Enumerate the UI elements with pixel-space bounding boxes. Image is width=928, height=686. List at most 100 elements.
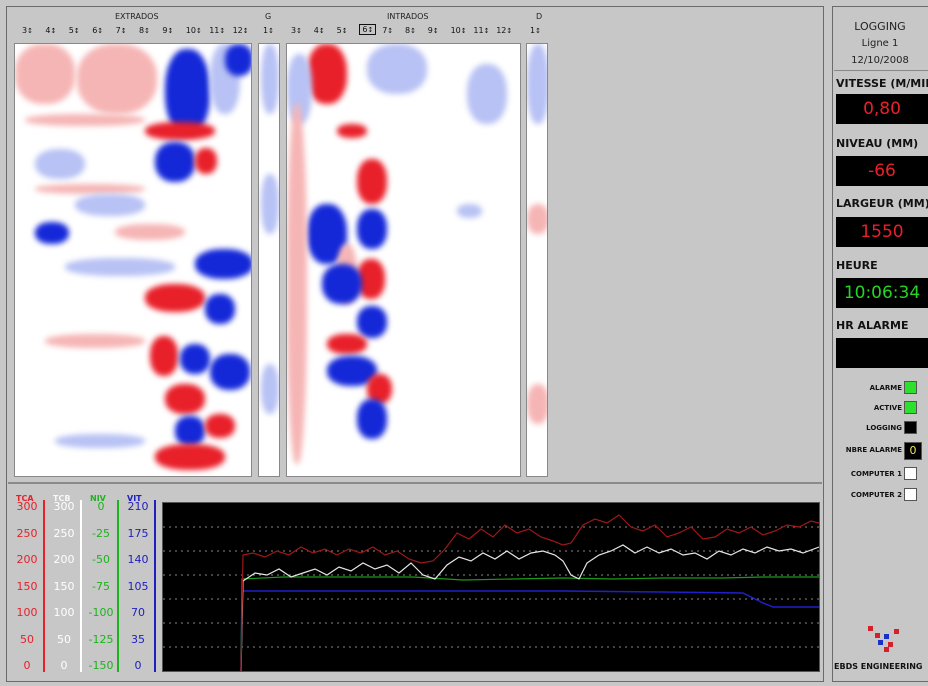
arrows-icon: ↕ [144,27,150,35]
intrados-tick-label: 4 [313,26,319,35]
extrados-tick-label: 6 [92,26,98,35]
active-label: ACTIVE [873,404,902,412]
scale-title: TCB [53,494,71,503]
scale-tick-label: 0 [60,659,68,672]
d-heatmap[interactable] [526,43,548,477]
scale-tick-label: 250 [53,526,75,540]
heat-blob [65,258,175,276]
extrados-tick[interactable]: 3↕ [22,26,33,35]
alarme-indicator [904,381,917,394]
intrados-tick[interactable]: 6↕ [359,24,377,35]
intrados-tick[interactable]: 3↕ [291,26,302,35]
arrows-icon: ↕ [242,27,249,35]
scale-tick-label: 100 [53,606,75,619]
panel-line: Ligne 1 [861,38,899,49]
extrados-tick[interactable]: 7↕ [116,26,127,35]
intrados-tick[interactable]: 7↕ [382,26,393,35]
extrados-tick-label: 4 [45,26,51,35]
active-indicator [904,401,917,414]
intrados-tick-label: 6 [362,25,368,34]
extrados-tick[interactable]: 8↕ [139,26,150,35]
g-label: G [265,12,272,21]
heat-blob [175,416,205,446]
scale-tick-label: 70 [131,606,145,619]
vitesse-value: 0,80 [836,94,928,124]
scale-tick-label: 175 [127,526,149,540]
largeur-value: 1550 [836,217,928,247]
d-tick[interactable]: 1↕ [530,26,541,35]
scale-tick-label: 150 [53,579,75,593]
heat-blob [55,434,145,448]
trend-plot-svg [163,514,820,672]
intrados-tick-label: 12 [496,26,507,35]
scale-tick-label: 50 [57,632,71,646]
scale-tick-label: 0 [23,659,31,672]
niveau-value: -66 [836,156,928,186]
arrows-icon: ↕ [341,27,348,35]
scale-tick-label: 140 [127,553,149,566]
intrados-heatmap[interactable] [286,43,521,477]
arrows-icon: ↕ [535,27,541,35]
scale-axis-line [80,500,82,672]
panel-title: LOGGING [854,20,906,33]
intrados-tick[interactable]: 4↕ [314,26,325,35]
intrados-tick-label: 5 [336,26,342,35]
nbre-alarme-label: NBRE ALARME [845,446,902,454]
intrados-tick[interactable]: 9↕ [428,26,439,35]
scale-tick-label: 35 [131,632,145,646]
extrados-tick-label: 12 [232,26,243,35]
heat-blob [357,306,387,338]
intrados-tick[interactable]: 5↕ [337,26,348,35]
extrados-tick[interactable]: 6↕ [92,26,103,35]
scale-title: NIV [90,494,106,503]
intrados-tick[interactable]: 12↕ [496,26,512,35]
largeur-label: LARGEUR (MM) [836,197,928,210]
intrados-tick-label: 3 [291,26,297,35]
heat-blob [457,204,482,218]
logging-indicator [904,421,917,434]
g-tick[interactable]: 1↕ [263,26,274,35]
scale-tick-label: 150 [16,579,38,593]
extrados-heatmap[interactable] [14,43,252,477]
vitesse-label: VITESSE (M/MIN) [836,77,928,90]
extrados-tick[interactable]: 9↕ [162,26,173,35]
intrados-tick[interactable]: 8↕ [405,26,416,35]
heat-blob [45,334,145,348]
intrados-tick[interactable]: 11↕ [473,26,489,35]
scale-axis-line [154,500,156,672]
scale-niv: NIV 0 -25 -50 -75 -100 -125 -150 [84,494,122,674]
scale-tick-label: -25 [92,526,110,540]
computer1-label: COMPUTER 1 [850,470,902,478]
scale-tick-label: 50 [20,632,34,646]
extrados-tick[interactable]: 12↕ [233,26,249,35]
scale-tca: TCA 300 250 200 150 100 50 0 [10,494,48,674]
heat-blob [145,122,215,140]
trend-plot[interactable] [162,502,820,672]
arrows-icon: ↕ [506,27,513,35]
extrados-tick[interactable]: 5↕ [69,26,80,35]
extrados-tick[interactable]: 11↕ [209,26,225,35]
extrados-tick[interactable]: 4↕ [45,26,56,35]
heat-blob [35,149,85,179]
panel-date: 12/10/2008 [851,55,909,66]
hr-alarme-value [836,338,928,368]
extrados-label: EXTRADOS [115,12,159,21]
arrows-icon: ↕ [167,27,174,35]
heat-blob [527,384,547,424]
heat-blob [527,44,547,124]
g-heatmap[interactable] [258,43,280,477]
heat-blob [287,104,307,464]
scale-axis-line [43,500,45,672]
trend-line-tca [240,514,820,672]
intrados-tick-label: 10 [450,26,461,35]
intrados-tick[interactable]: 10↕ [451,26,467,35]
heure-value: 10:06:34 [836,278,928,308]
scale-tick-label: 200 [16,553,38,566]
scale-title: TCA [16,494,34,503]
extrados-tick[interactable]: 10↕ [186,26,202,35]
intrados-label: INTRADOS [387,12,429,21]
heure-label: HEURE [836,259,878,272]
nbre-alarme-value: 0 [904,442,922,460]
g-tick-label: 1 [263,26,269,35]
heat-blob [467,64,507,124]
